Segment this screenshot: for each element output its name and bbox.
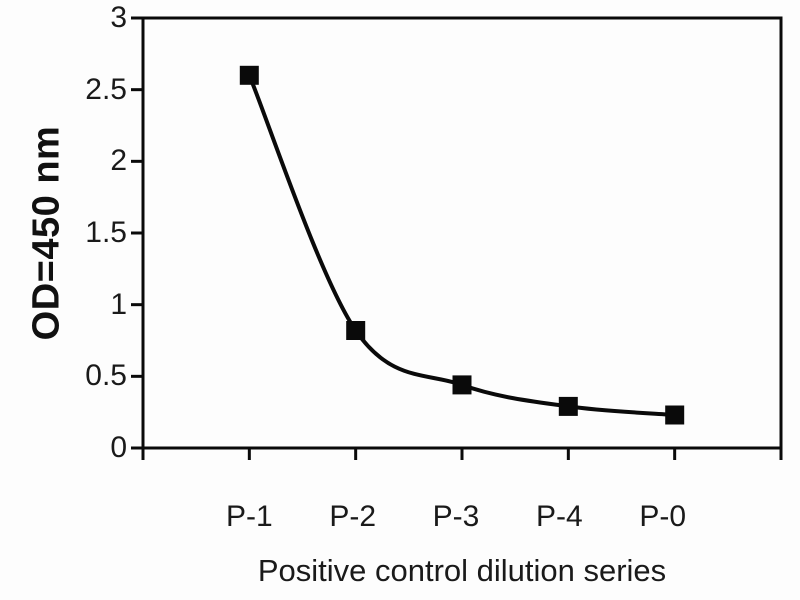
data-point-marker bbox=[239, 65, 259, 85]
data-point-marker bbox=[558, 396, 578, 416]
y-tick-label: 1 bbox=[110, 287, 127, 321]
y-tick-label: 0 bbox=[110, 431, 127, 464]
x-category-label: P-4 bbox=[535, 500, 583, 533]
y-tick-label: 3 bbox=[110, 1, 127, 34]
y-tick-label: 1.5 bbox=[85, 216, 127, 249]
y-tick-label: 2.5 bbox=[85, 72, 127, 106]
x-category-label: P-1 bbox=[225, 500, 273, 533]
data-point-marker bbox=[346, 321, 366, 340]
series-line bbox=[247, 73, 677, 417]
x-category-label: P-3 bbox=[432, 500, 480, 533]
data-point-marker bbox=[452, 375, 472, 395]
x-axis-title: Positive control dilution series bbox=[257, 553, 667, 588]
data-point-marker bbox=[665, 405, 685, 425]
x-category-label: P-0 bbox=[639, 500, 686, 533]
y-tick-label: 0.5 bbox=[85, 359, 127, 393]
x-category-label: P-2 bbox=[329, 500, 376, 533]
y-tick-label: 2 bbox=[110, 144, 127, 178]
